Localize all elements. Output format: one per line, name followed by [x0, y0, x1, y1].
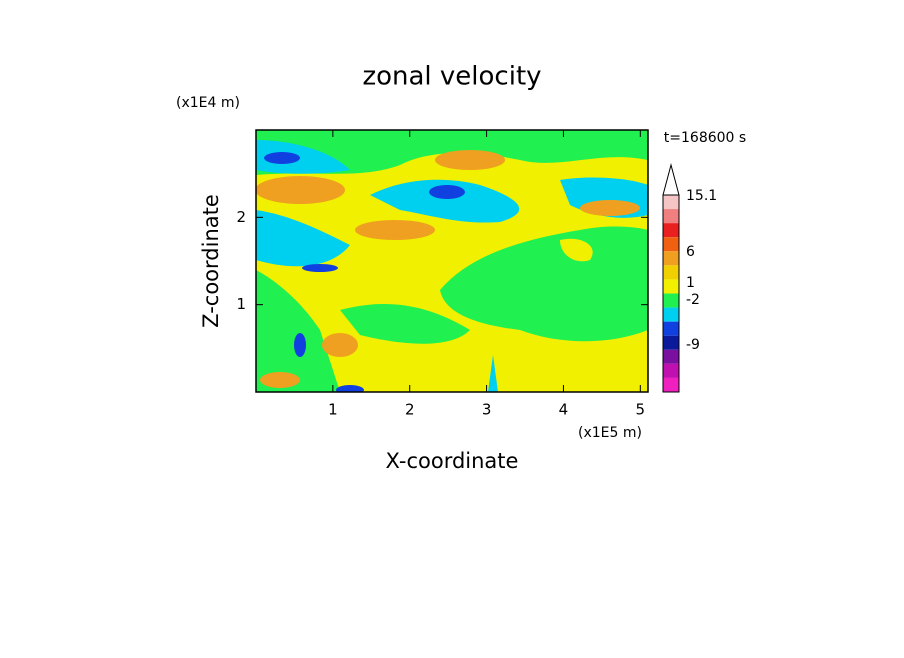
y-tick-label: 2 — [236, 208, 246, 226]
colorbar-swatch — [663, 251, 679, 266]
colorbar-swatch — [663, 209, 679, 224]
colorbar-swatch — [663, 335, 679, 350]
y-axis-label: Z-coordinate — [199, 194, 223, 328]
x-tick-label: 3 — [482, 401, 492, 419]
colorbar-label: -2 — [686, 292, 700, 308]
colorbar-swatch — [663, 265, 679, 280]
colorbar-label: -9 — [686, 337, 700, 353]
colorbar-swatch — [663, 293, 679, 308]
x-tick-label: 2 — [405, 401, 415, 419]
colorbar-swatch — [663, 237, 679, 252]
plot-frame — [255, 129, 649, 393]
colorbar-swatch — [663, 279, 679, 294]
colorbar-swatch — [663, 349, 679, 364]
colorbar-arrow — [662, 163, 680, 196]
x-tick-label: 5 — [636, 401, 646, 419]
colorbar-swatch — [663, 363, 679, 378]
x-tick-label: 4 — [559, 401, 569, 419]
chart-title: zonal velocity — [362, 62, 541, 92]
time-label: t=168600 s — [664, 130, 746, 146]
contour-field — [256, 130, 648, 392]
colorbar-swatch — [663, 321, 679, 336]
x-axis-label: X-coordinate — [386, 449, 519, 473]
x-tick-label: 1 — [328, 401, 338, 419]
y-tick-label: 1 — [236, 295, 246, 313]
colorbar-label: 15.1 — [686, 188, 717, 204]
colorbar-label: 1 — [686, 275, 695, 291]
y-unit: (x1E4 m) — [176, 95, 240, 111]
x-unit: (x1E5 m) — [578, 425, 642, 441]
colorbar-swatch — [663, 307, 679, 322]
colorbar-swatch — [663, 223, 679, 238]
colorbar-label: 6 — [686, 244, 695, 260]
colorbar-swatch — [663, 195, 679, 210]
colorbar-frame — [662, 194, 680, 393]
colorbar-swatch — [663, 377, 679, 392]
